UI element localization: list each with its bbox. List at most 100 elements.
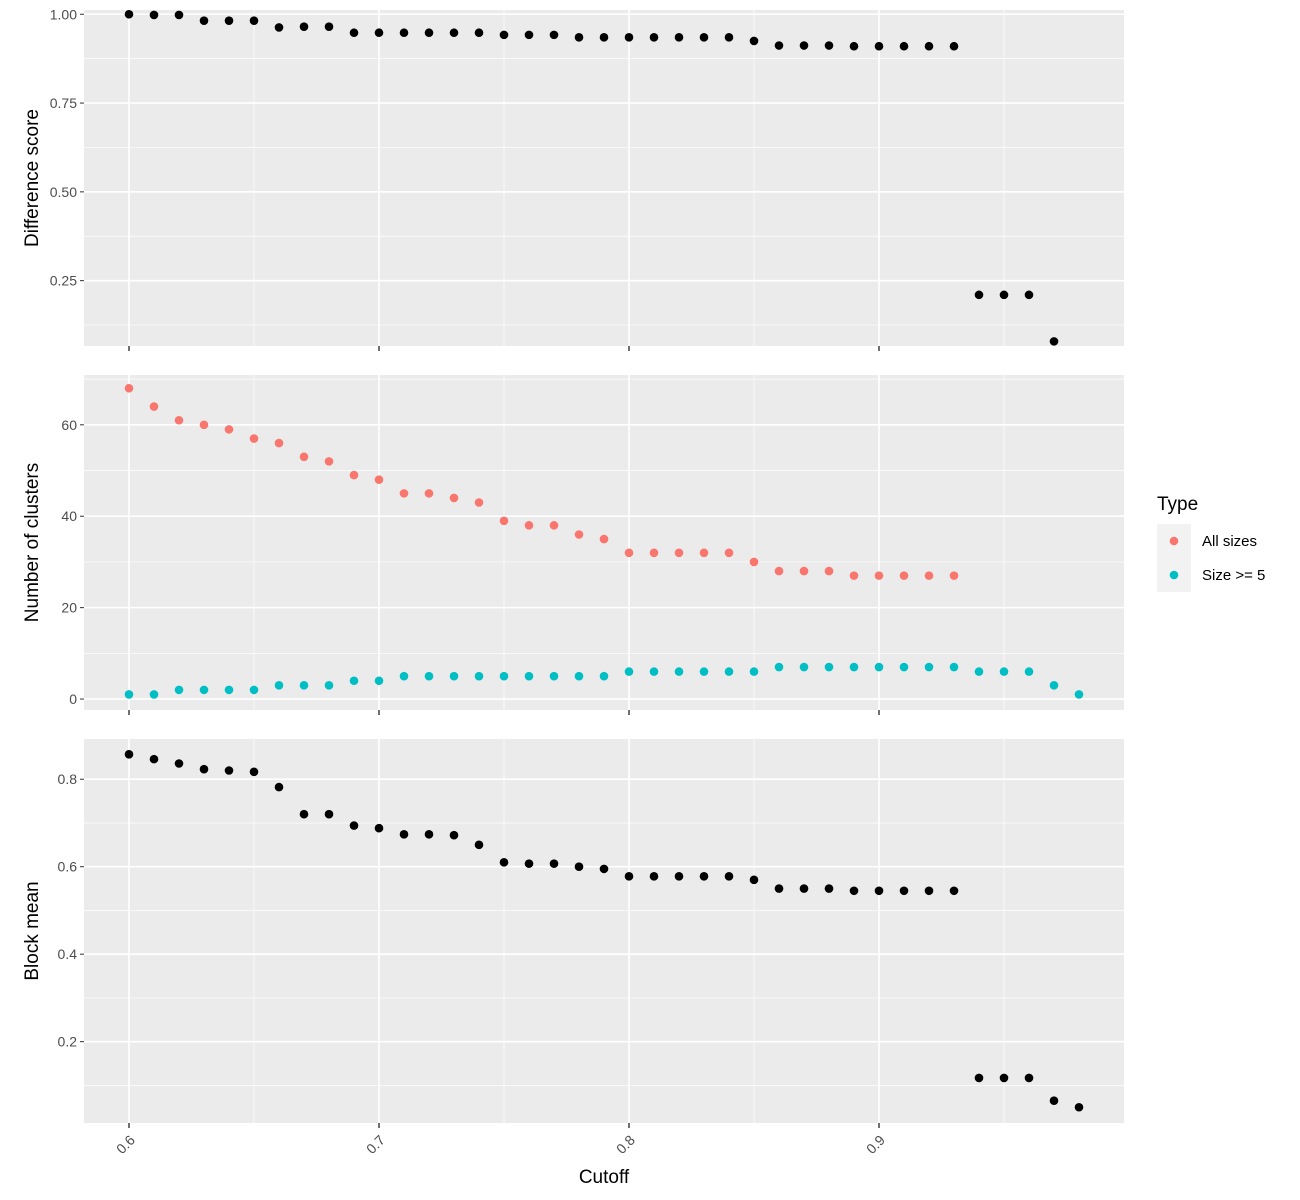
data-point xyxy=(299,681,309,690)
data-point xyxy=(649,548,659,558)
data-point xyxy=(649,33,659,42)
data-point xyxy=(849,571,859,580)
data-point xyxy=(724,548,734,558)
legend-key-marker xyxy=(1169,570,1179,580)
data-point xyxy=(449,830,459,840)
data-point xyxy=(399,489,409,498)
data-point xyxy=(724,667,734,676)
data-point xyxy=(1049,1096,1059,1105)
data-point xyxy=(299,452,309,462)
data-point xyxy=(199,420,209,430)
x-tick-label: 0.6 xyxy=(113,1132,138,1157)
panel-background xyxy=(84,10,1124,346)
data-point xyxy=(199,764,209,774)
data-point xyxy=(824,884,834,893)
data-point xyxy=(649,667,659,676)
data-point xyxy=(799,662,809,672)
data-point xyxy=(824,566,834,576)
x-tick-label: 0.8 xyxy=(613,1132,638,1157)
data-point xyxy=(399,671,409,681)
data-point xyxy=(749,875,759,885)
data-point xyxy=(849,662,859,672)
y-tick-label: 1.00 xyxy=(50,6,77,22)
data-point xyxy=(1049,337,1059,346)
data-point xyxy=(899,571,909,580)
data-point xyxy=(999,667,1009,676)
data-point xyxy=(774,566,784,576)
data-point xyxy=(174,685,184,695)
data-point xyxy=(349,821,359,830)
data-point xyxy=(224,16,234,25)
data-point xyxy=(424,671,434,681)
data-point xyxy=(224,766,234,775)
data-point xyxy=(324,22,334,31)
data-point xyxy=(674,548,684,558)
y-tick-label: 0.4 xyxy=(58,946,78,962)
data-point xyxy=(374,823,384,833)
data-point xyxy=(624,33,634,42)
data-point xyxy=(874,571,884,580)
data-point xyxy=(424,28,434,38)
x-axis-title: Cutoff xyxy=(579,1167,630,1188)
data-point xyxy=(224,685,234,695)
data-point xyxy=(399,830,409,839)
data-point xyxy=(974,667,984,676)
data-point xyxy=(574,671,584,681)
data-point xyxy=(224,425,234,434)
y-tick-label: 40 xyxy=(61,508,77,524)
data-point xyxy=(699,667,709,676)
data-point xyxy=(424,830,434,839)
data-point xyxy=(249,434,259,443)
data-point xyxy=(899,41,909,51)
data-point xyxy=(799,884,809,893)
data-point xyxy=(999,1073,1009,1083)
data-point xyxy=(499,30,509,40)
series-0 xyxy=(124,9,1059,346)
data-point xyxy=(499,671,509,681)
data-point xyxy=(749,557,759,567)
data-point xyxy=(249,767,259,777)
data-point xyxy=(149,690,159,699)
data-point xyxy=(849,886,859,896)
data-point xyxy=(599,33,609,42)
data-point xyxy=(149,754,159,764)
data-point xyxy=(449,493,459,503)
data-point xyxy=(374,475,384,484)
data-point xyxy=(474,840,484,850)
data-point xyxy=(1024,667,1034,676)
data-point xyxy=(574,33,584,42)
data-point xyxy=(324,809,334,819)
data-point xyxy=(174,759,184,768)
data-point xyxy=(449,671,459,681)
data-point xyxy=(1074,1102,1084,1112)
y-tick-label: 20 xyxy=(61,600,77,616)
data-point xyxy=(474,671,484,681)
y-tick-label: 0.50 xyxy=(50,184,77,200)
legend: Type All sizes Size >= 5 xyxy=(1157,494,1265,592)
data-point xyxy=(674,667,684,676)
data-point xyxy=(499,858,509,867)
data-point xyxy=(824,662,834,672)
data-point xyxy=(674,872,684,881)
data-point xyxy=(649,872,659,881)
data-point xyxy=(749,36,759,46)
data-point xyxy=(1024,290,1034,300)
data-point xyxy=(249,16,259,25)
data-point xyxy=(124,690,134,699)
y-axis-title: Difference score xyxy=(22,109,43,247)
data-point xyxy=(549,859,559,868)
data-point xyxy=(274,438,284,448)
data-point xyxy=(874,886,884,896)
data-point xyxy=(799,41,809,50)
data-point xyxy=(524,671,534,681)
data-point xyxy=(1074,690,1084,699)
y-tick-label: 0.2 xyxy=(58,1034,78,1050)
data-point xyxy=(674,33,684,42)
data-point xyxy=(199,685,209,695)
data-point xyxy=(699,33,709,42)
legend-label: All sizes xyxy=(1202,533,1257,550)
data-point xyxy=(774,41,784,50)
data-point xyxy=(974,1073,984,1083)
panel-clusters: 0 20 40 60 Number of clusters Type All sizes Si… xyxy=(22,375,1265,715)
